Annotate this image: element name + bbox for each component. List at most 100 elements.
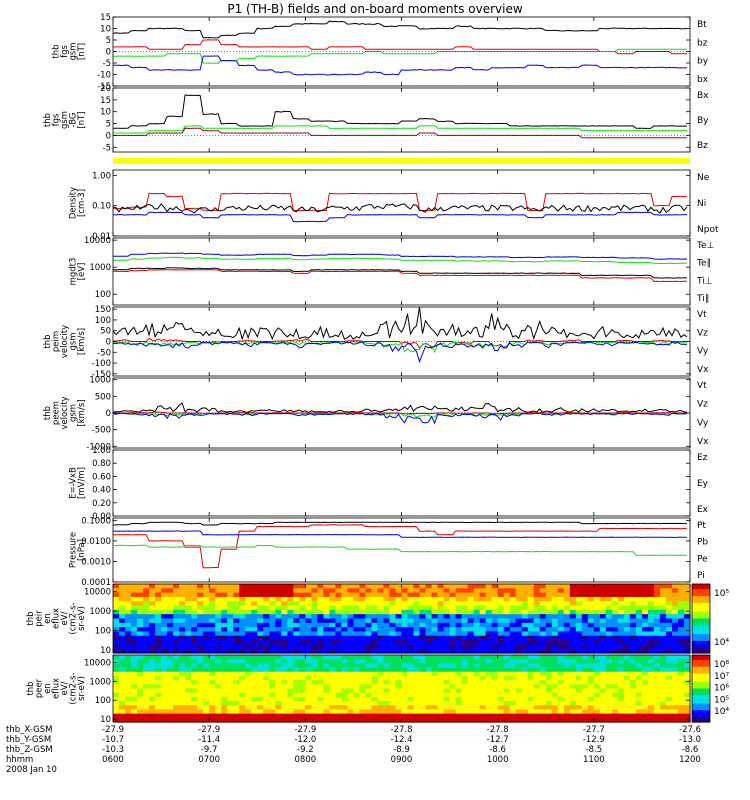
spectrogram-cell [665,635,673,641]
spectrogram-cell [239,622,246,628]
spectrogram-cell [431,644,439,650]
spectrogram-cell [599,627,607,633]
spectrogram-cell [221,701,228,706]
spectrogram-cell [227,622,234,628]
spectrogram-cell [341,592,349,598]
spectrogram-cell [323,605,330,611]
spectrogram-cell [665,713,673,719]
spectrogram-cell [677,692,685,698]
colorbar-step [692,671,710,675]
spectrogram-cell [377,680,385,685]
spectrogram-cell [383,675,391,681]
spectrogram-cell [323,635,330,641]
spectrogram-cell [203,717,210,723]
spectrogram-cell [473,592,481,598]
spectrogram-cell [239,688,246,694]
spectrogram-cell [377,663,385,669]
spectrogram-cell [383,705,391,711]
spectrogram-cell [113,627,120,633]
spectrogram-cell [647,618,655,624]
spectrogram-cell [323,705,330,711]
spectrogram-cell [227,713,234,719]
spectrogram-cell [413,717,421,723]
spectrogram-cell [281,680,288,685]
spectrogram-cell [113,659,120,664]
spectrogram-cell [521,601,529,607]
spectrogram-cell [533,692,541,698]
spectrogram-cell [611,648,619,654]
spectrogram-cell [209,680,216,685]
spectrogram-cell [485,692,493,698]
spectrogram-cell [179,596,186,602]
spectrogram-cell [617,609,625,615]
spectrogram-cell [533,680,541,685]
spectrogram-cell [143,609,150,615]
spectrogram-cell [113,709,120,715]
spectrogram-cell [137,596,144,602]
spectrogram-cell [431,596,439,602]
spectrogram-cell [353,588,361,594]
spectrogram-cell [629,692,637,698]
spectrogram-cell [479,605,487,611]
spectrogram-cell [191,713,198,719]
spectrogram-cell [341,717,349,723]
spectrogram-cell [251,588,258,594]
spectrogram-cell [263,667,270,673]
spectrogram-cell [383,717,391,723]
spectrogram-cell [533,675,541,681]
spectrogram-cell [119,709,126,715]
y-axis-label-line: eflux [52,678,62,699]
spectrogram-cell [125,671,132,677]
spectrogram-cell [593,627,601,633]
spectrogram-cell [311,596,318,602]
spectrogram-cell [161,659,168,664]
spectrogram-cell [287,692,294,698]
spectrogram-cell [635,609,643,615]
spectrogram-cell [539,631,547,637]
spectrogram-cell [167,675,174,681]
spectrogram-cell [323,596,330,602]
spectrogram-cell [437,622,445,628]
spectrogram-cell [605,671,613,677]
spectrogram-cell [485,648,493,654]
spectrogram-cell [179,675,186,681]
spectrogram-cell [557,596,565,602]
spectrogram-cell [557,614,565,620]
spectrogram-cell [461,717,469,723]
spectrogram-cell [509,588,517,594]
spectrogram-cell [185,659,192,664]
spectrogram-cell [173,684,180,690]
spectrogram-cell [413,659,421,664]
spectrogram-cell [137,584,144,589]
spectrogram-cell [119,680,126,685]
spectrogram-cell [413,648,421,654]
spectrogram-cell [287,635,294,641]
spectrogram-cell [335,659,342,664]
spectrogram-cell [605,705,613,711]
spectrogram-cell [479,622,487,628]
spectrogram-cell [437,717,445,723]
colorbar-step [692,676,710,680]
spectrogram-cell [665,680,673,685]
spectrogram-cell [275,584,282,589]
spectrogram-cell [257,667,264,673]
spectrogram-cell [671,627,679,633]
spectrogram-cell [479,659,487,664]
spectrogram-cell [341,648,349,654]
spectrogram-cell [377,713,385,719]
series-bz-line [112,39,687,55]
spectrogram-cell [251,717,258,723]
spectrogram-cell [335,640,342,645]
colorbar-tick-label: 10⁶ [714,684,729,694]
spectrogram-cell [563,709,571,715]
spectrogram-cell [347,655,355,660]
spectrogram-cell [329,648,336,654]
spectrogram-cell [647,648,655,654]
spectrogram-cell [179,631,186,637]
spectrogram-cell [671,701,679,706]
spectrogram-cell [389,680,397,685]
spectrogram-cell [659,701,667,706]
spectrogram-cell [587,709,595,715]
colorbar-step [692,632,710,635]
spectrogram-cell [191,717,198,723]
